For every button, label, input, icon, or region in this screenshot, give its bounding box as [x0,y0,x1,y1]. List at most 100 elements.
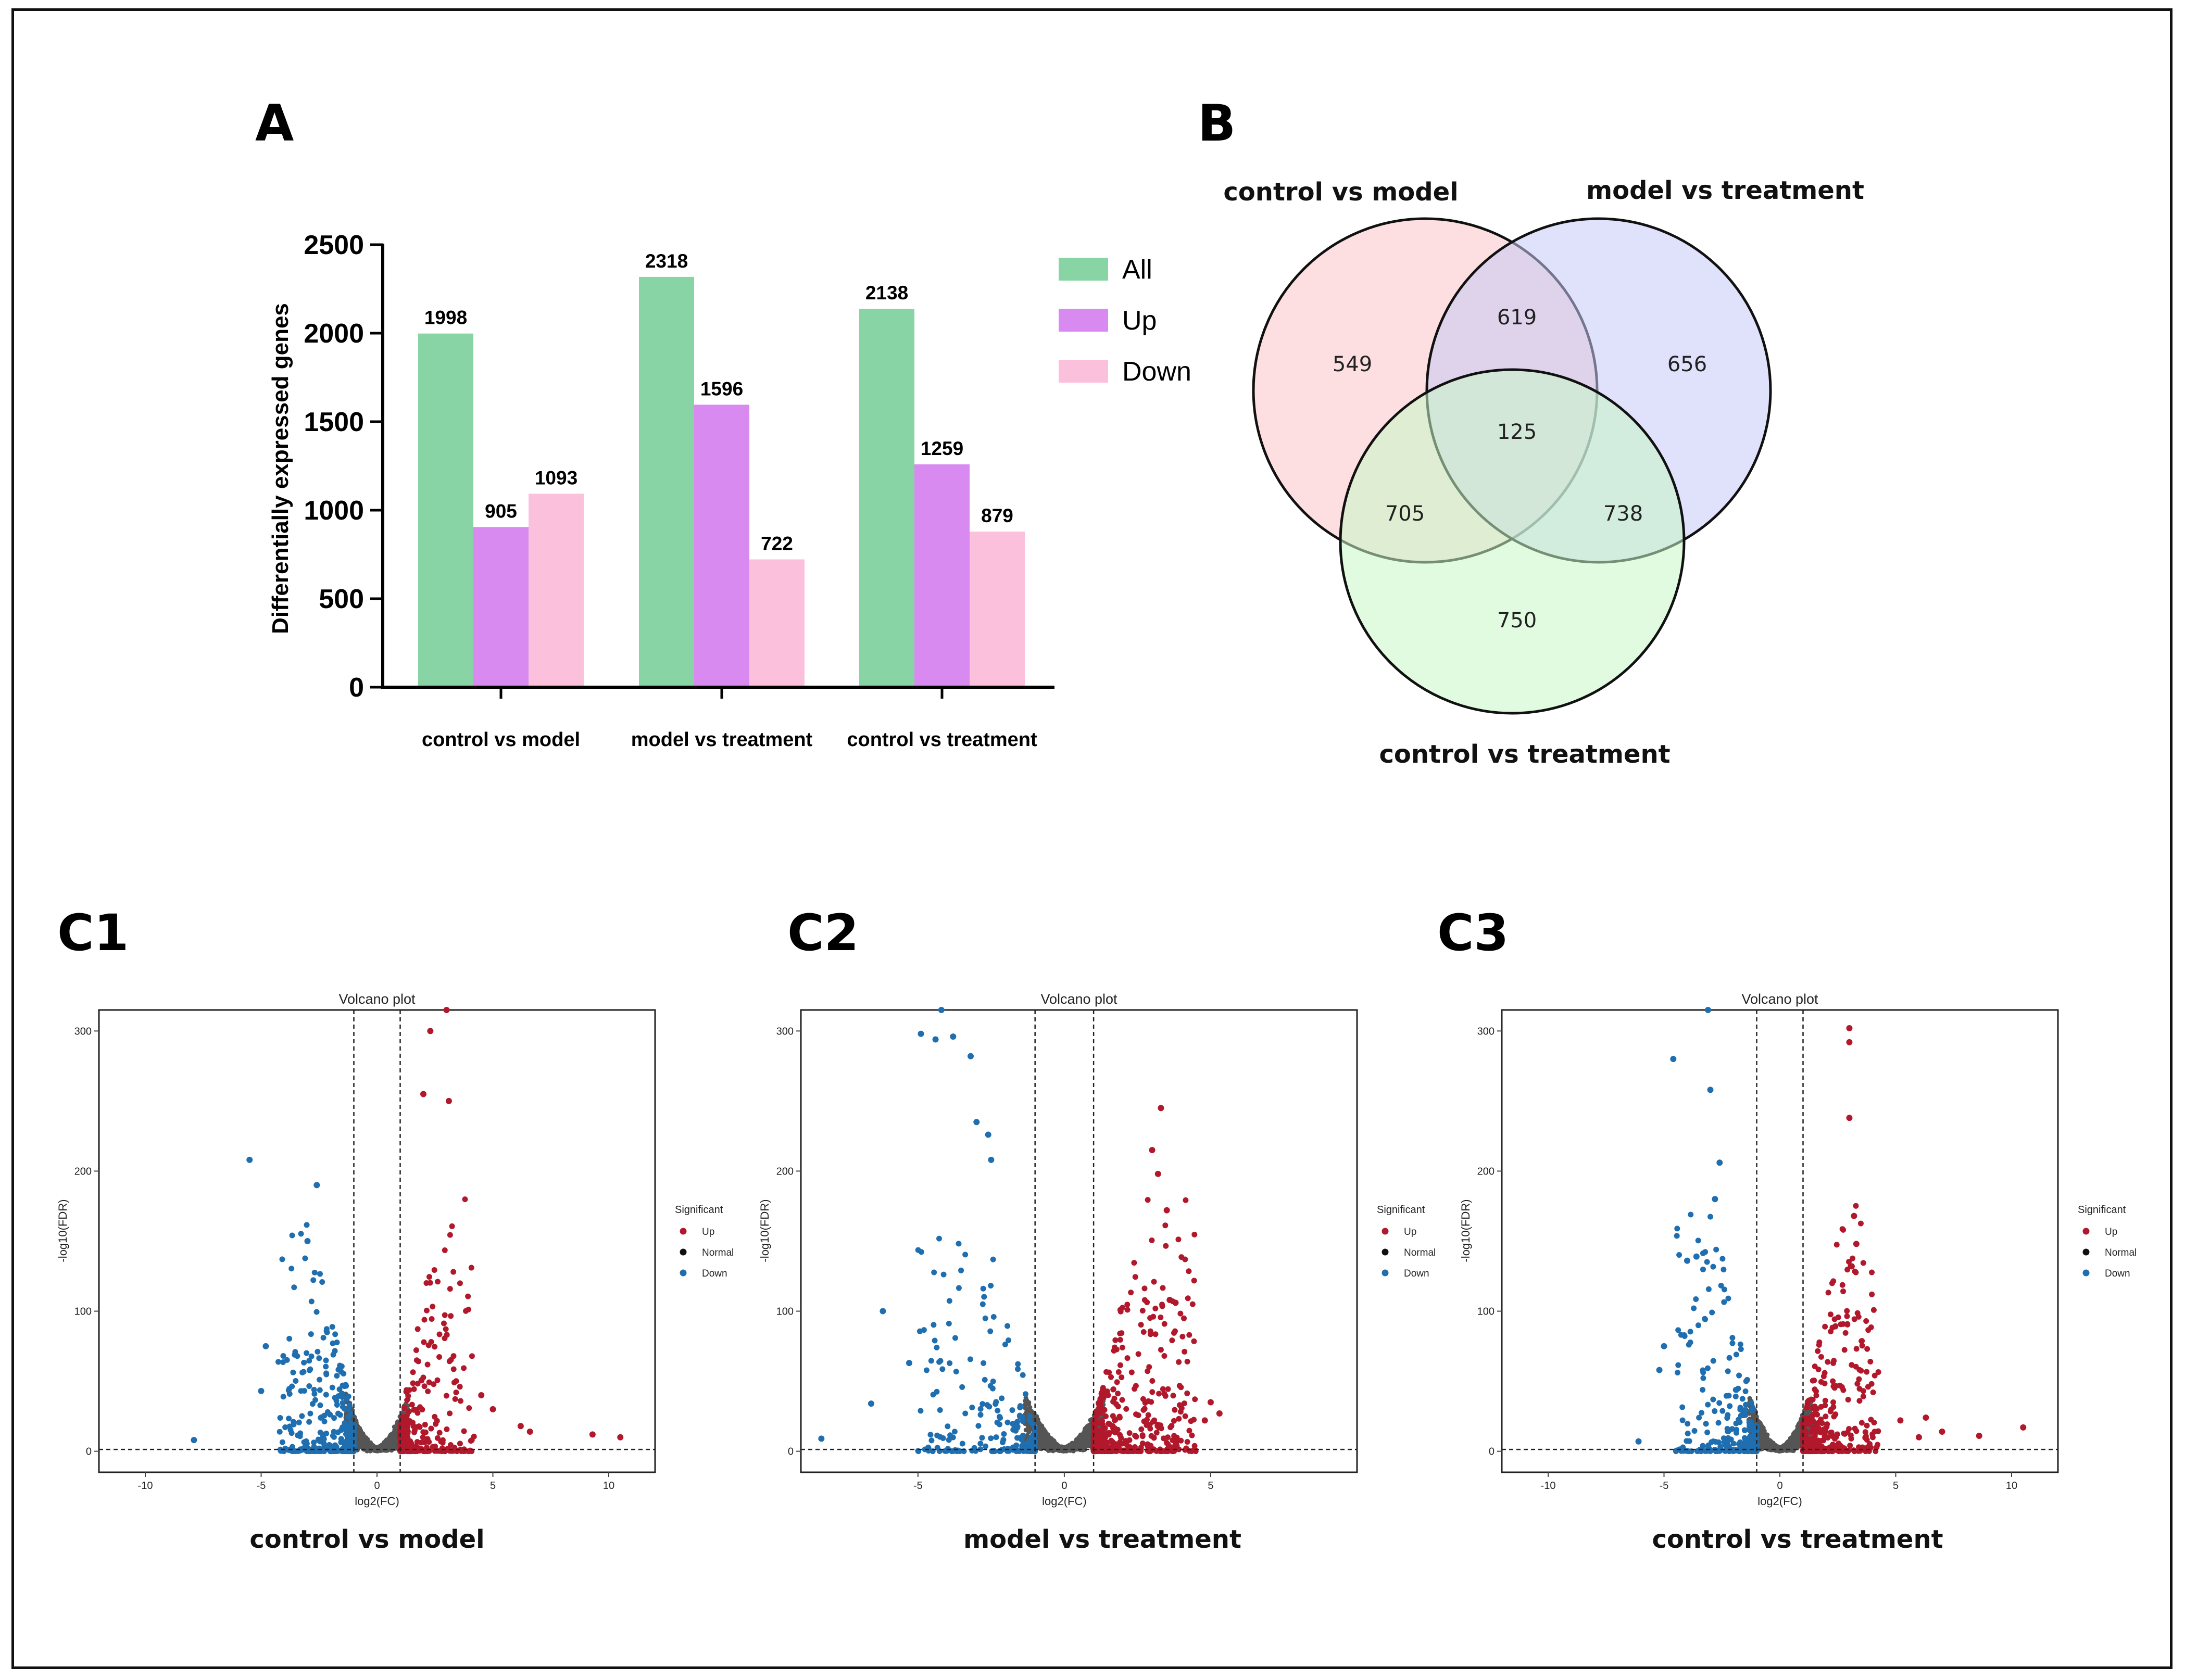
volcano-point-down [313,1309,320,1315]
volcano-point-down [262,1343,269,1349]
volcano-point-down [1015,1361,1021,1367]
volcano-point-down [946,1320,952,1327]
volcano-point-up [1123,1406,1129,1412]
volcano-point-up [1897,1417,1904,1424]
volcano-point-down [1712,1196,1718,1203]
volcano-point-down [1743,1378,1749,1384]
volcano-point-down [1703,1421,1709,1427]
volcano-point-normal [391,1445,396,1450]
panel-label-c1: C1 [57,904,129,962]
volcano-point-down [1685,1421,1691,1427]
volcano-point-up [2020,1424,2027,1431]
volcano-point-down [317,1387,323,1393]
volcano-point-down [977,1446,984,1452]
volcano-y-tick-label: 0 [86,1446,92,1458]
volcano-point-down [962,1410,969,1417]
volcano-point-up [1167,1424,1174,1431]
volcano-point-up [1172,1407,1178,1413]
volcano-point-normal [1026,1426,1032,1431]
volcano-point-up [1184,1390,1190,1396]
volcano-point-down [329,1384,335,1391]
volcano-point-up [1166,1297,1173,1304]
volcano-point-normal [1759,1428,1764,1433]
volcano-point-down [985,1131,991,1138]
volcano-point-down [1704,1429,1711,1435]
volcano-point-up [1839,1282,1845,1288]
legend-swatch-all [1059,258,1108,281]
volcano-point-down [1729,1340,1736,1346]
volcano-x-label: log2(FC) [355,1495,399,1508]
volcano-point-normal [1085,1434,1090,1439]
volcano-point-up [432,1413,438,1420]
volcano-y-label: -log10(FDR) [1459,1199,1472,1262]
volcano-point-down [1732,1393,1739,1399]
volcano-point-up [1869,1431,1876,1437]
volcano-point-up [1851,1212,1857,1219]
volcano-point-up [427,1280,433,1286]
volcano-subtitle: control vs treatment [1652,1525,1943,1554]
volcano-point-down [1700,1387,1706,1393]
volcano-plot-area [98,1009,656,1473]
volcano-point-down [1725,1368,1731,1374]
volcano-point-up [1160,1285,1166,1291]
volcano-subtitle: model vs treatment [963,1525,1241,1554]
volcano-point-up [1844,1321,1851,1327]
volcano-point-down [959,1441,965,1447]
volcano-point-up [1161,1391,1167,1397]
volcano-y-tick-label: 200 [74,1166,92,1177]
volcano-point-up [1179,1333,1186,1340]
x-category-label: model vs treatment [631,729,813,751]
volcano-point-normal [1039,1439,1045,1445]
volcano-point-up [466,1405,472,1411]
volcano-point-up [1804,1415,1811,1421]
volcano-point-down [980,1301,986,1307]
volcano-legend-dot [1382,1269,1389,1277]
volcano-point-down [977,1441,984,1447]
volcano-point-up [1853,1269,1859,1275]
volcano-legend-label: Normal [2105,1247,2137,1258]
volcano-point-up [1176,1359,1182,1365]
volcano-point-down [938,1007,945,1013]
volcano-point-up [1868,1324,1874,1331]
volcano-point-down [302,1255,308,1261]
volcano-point-up [431,1267,437,1273]
volcano-point-down [1729,1335,1736,1341]
volcano-point-up [1110,1386,1116,1393]
volcano-point-down [277,1415,283,1421]
volcano-point-up [1191,1338,1197,1344]
volcano-point-up [1115,1369,1122,1375]
volcano-point-normal [1807,1410,1812,1415]
volcano-point-up [422,1429,429,1435]
volcano-point-down [1719,1256,1726,1262]
volcano-point-up [1207,1399,1214,1406]
volcano-point-up [1846,1115,1853,1121]
volcano-point-down [1695,1237,1701,1244]
volcano-point-down [1715,1420,1722,1426]
volcano-point-up [397,1441,404,1447]
volcano-point-down [1730,1441,1737,1447]
volcano-point-up [422,1422,428,1428]
volcano-point-down [311,1391,318,1397]
volcano-x-tick-label: 0 [1061,1480,1067,1492]
volcano-point-down [951,1429,958,1435]
volcano-point-up [1822,1380,1828,1386]
volcano-point-down [981,1294,987,1300]
volcano-point-up [1869,1269,1875,1275]
volcano-point-down [1020,1432,1026,1438]
volcano-point-up [1108,1374,1114,1380]
volcano-y-label: -log10(FDR) [758,1199,771,1262]
volcano-point-down [1028,1434,1035,1441]
venn-region-ab: 619 [1497,306,1537,330]
volcano-point-normal [360,1440,366,1445]
volcano-legend-label: Up [702,1227,714,1237]
volcano-point-up [1839,1226,1845,1232]
volcano-point-up [1822,1403,1828,1409]
volcano-point-up [1831,1433,1838,1439]
volcano-point-up [1116,1441,1123,1447]
volcano-point-up [1856,1398,1863,1404]
volcano-point-up [1189,1432,1195,1438]
volcano-point-up [1162,1222,1169,1229]
volcano-point-down [928,1437,935,1444]
volcano-point-down [982,1376,988,1383]
